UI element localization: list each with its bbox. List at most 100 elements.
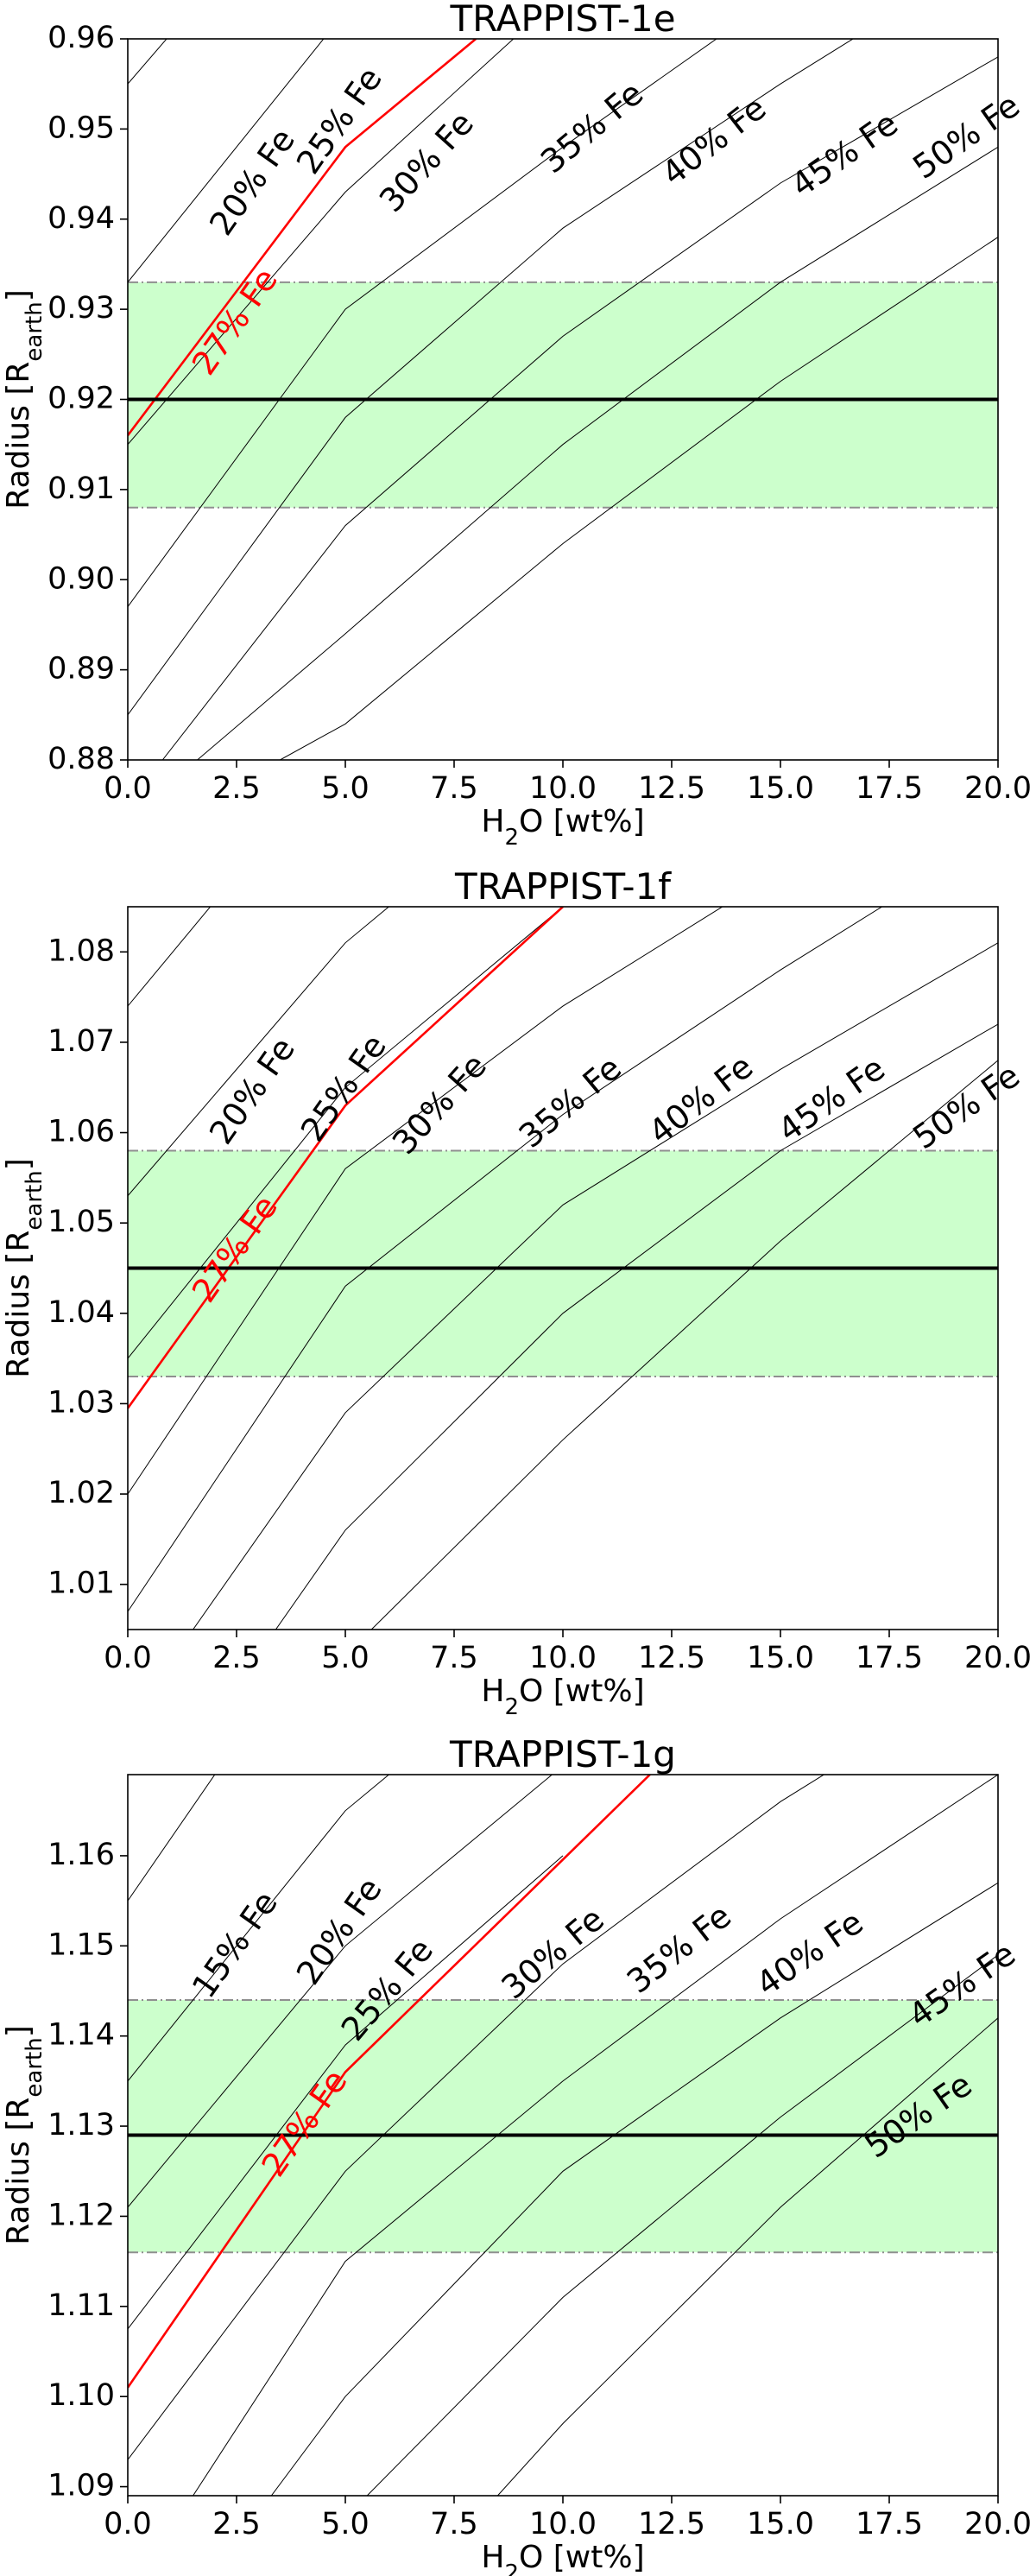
y-tick-label: 1.14 [47, 2018, 115, 2053]
curve-label-20-fe: 20% Fe [289, 1870, 389, 1991]
series-line-40-fe [161, 56, 998, 760]
y-axis-label: Radius [Rearth] [1, 1158, 47, 1378]
x-tick-label: 10.0 [529, 1641, 597, 1675]
series-group [128, 1775, 998, 2496]
y-tick-label: 0.88 [47, 742, 115, 776]
y-tick-label: 1.10 [47, 2378, 115, 2413]
y-tick-label: 1.06 [47, 1115, 115, 1149]
curve-label-25-fe: 25% Fe [289, 60, 389, 181]
chart-title: TRAPPIST-1e [449, 0, 675, 40]
curve-label-40-fe: 40% Fe [654, 89, 773, 193]
x-axis-label: H2O [wt%] [481, 804, 644, 851]
x-tick-label: 12.5 [638, 2507, 705, 2541]
y-tick-label: 1.09 [47, 2469, 115, 2503]
y-tick-label: 1.05 [47, 1205, 115, 1239]
series-line-15-fe [128, 1775, 390, 2082]
curve-label-30-fe: 30% Fe [372, 104, 481, 219]
y-tick-label: 1.01 [47, 1566, 115, 1601]
series-line-35-fe [128, 907, 883, 1612]
chart-title: TRAPPIST-1g [449, 1733, 676, 1775]
series-line-35-fe [128, 39, 854, 716]
x-tick-label: 17.5 [856, 1641, 923, 1675]
x-tick-label: 20.0 [964, 1641, 1032, 1675]
curve-label-35-fe: 35% Fe [620, 1896, 738, 2001]
series-line-45-fe [197, 146, 998, 760]
x-tick-label: 15.0 [747, 2507, 814, 2541]
y-tick-label: 1.03 [47, 1385, 115, 1420]
x-tick-label: 10.0 [529, 771, 597, 806]
y-tick-label: 0.90 [47, 561, 115, 596]
series-line-25-fe [128, 39, 515, 446]
series-line-20-fe [128, 1775, 553, 2208]
series-line-30-fe [128, 39, 717, 607]
x-tick-label: 2.5 [212, 2507, 261, 2541]
x-tick-label: 2.5 [212, 1641, 261, 1675]
curve-label-30-fe: 30% Fe [495, 1900, 611, 2007]
curve-label-50-fe: 50% Fe [906, 86, 1027, 187]
x-tick-label: 7.5 [430, 1641, 478, 1675]
series-line-27-fe [128, 39, 477, 436]
curve-label-20-fe: 20% Fe [202, 1030, 302, 1151]
curve-label-50-fe: 50% Fe [906, 1056, 1027, 1156]
y-tick-label: 0.92 [47, 382, 115, 416]
x-tick-label: 7.5 [430, 771, 478, 806]
y-tick-label: 0.94 [47, 201, 115, 236]
x-tick-label: 7.5 [430, 2507, 478, 2541]
curve-label-15-fe: 15% Fe [185, 1884, 285, 2005]
x-axis-label: H2O [wt%] [481, 2540, 644, 2576]
x-tick-label: 2.5 [212, 771, 261, 806]
y-tick-label: 0.96 [47, 21, 115, 55]
x-tick-label: 17.5 [856, 771, 923, 806]
y-tick-label: 0.95 [47, 111, 115, 145]
y-tick-label: 1.12 [47, 2198, 115, 2232]
curve-label-35-fe: 35% Fe [512, 1048, 629, 1155]
y-tick-label: 1.13 [47, 2108, 115, 2142]
curve-label-30-fe: 30% Fe [385, 1047, 494, 1161]
y-axis-label: Radius [Rearth] [1, 289, 47, 510]
uncertainty-band [128, 1999, 998, 2253]
curve-label-40-fe: 40% Fe [749, 1903, 870, 2003]
x-tick-label: 12.5 [638, 1641, 705, 1675]
x-axis-label: H2O [wt%] [481, 1674, 644, 1720]
x-tick-label: 20.0 [964, 2507, 1032, 2541]
y-tick-label: 0.91 [47, 472, 115, 506]
series-group [128, 39, 998, 760]
series-line-15-fe [128, 907, 212, 1007]
x-tick-label: 15.0 [747, 1641, 814, 1675]
x-tick-label: 0.0 [104, 1641, 152, 1675]
series-line-27-fe [128, 1775, 651, 2389]
x-tick-label: 5.0 [321, 2507, 370, 2541]
series-line-30-fe [128, 907, 723, 1495]
series-line-27-fe [128, 907, 564, 1409]
chart-title: TRAPPIST-1f [454, 865, 672, 908]
series-line-20-fe [128, 39, 325, 283]
y-tick-label: 1.08 [47, 934, 115, 968]
x-tick-label: 5.0 [321, 771, 370, 806]
y-axis-label: Radius [Rearth] [1, 2025, 47, 2245]
curve-label-45-fe: 45% Fe [784, 104, 905, 205]
y-tick-label: 0.93 [47, 291, 115, 326]
uncertainty-band [128, 282, 998, 508]
series-line-30-fe [128, 1775, 825, 2460]
curve-label-40-fe: 40% Fe [641, 1047, 760, 1152]
y-tick-label: 1.15 [47, 1927, 115, 1962]
series-line-50-fe [497, 2017, 998, 2496]
series-line-25-fe [128, 1855, 564, 2330]
series-line-45-fe [275, 1023, 998, 1630]
series-line-45-fe [366, 1954, 998, 2496]
x-tick-label: 17.5 [856, 2507, 923, 2541]
y-tick-label: 1.07 [47, 1024, 115, 1059]
curve-label-35-fe: 35% Fe [534, 74, 650, 181]
curve-label-25-fe: 25% Fe [294, 1028, 394, 1149]
x-tick-label: 15.0 [747, 771, 814, 806]
y-tick-label: 1.16 [47, 1838, 115, 1872]
x-tick-label: 0.0 [104, 771, 152, 806]
x-tick-label: 12.5 [638, 771, 705, 806]
x-tick-label: 0.0 [104, 2507, 152, 2541]
series-line-10-fe [128, 1775, 216, 1902]
series-line-40-fe [193, 942, 998, 1630]
series-line-35-fe [193, 1775, 998, 2496]
